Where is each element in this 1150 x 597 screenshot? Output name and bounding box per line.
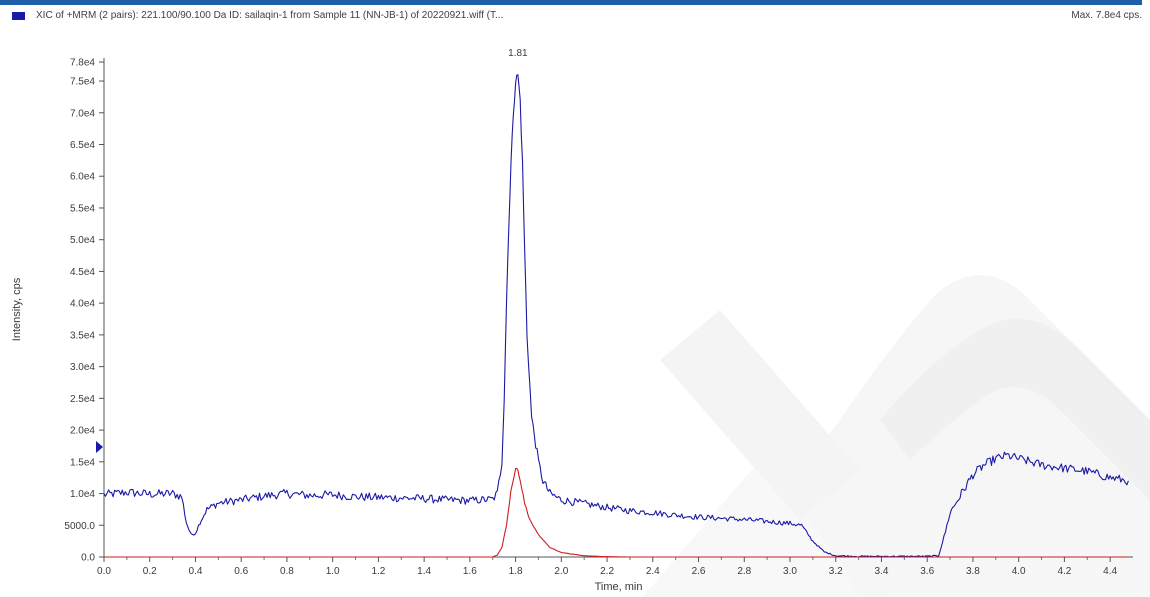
- max-intensity-label: Max. 7.8e4 cps.: [1071, 10, 1142, 21]
- peak-label: 1.81: [508, 48, 528, 59]
- y-tick-label: 7.8e4: [70, 58, 95, 69]
- x-tick-label: 0.4: [189, 566, 203, 577]
- x-tick-label: 2.4: [646, 566, 660, 577]
- x-tick-label: 1.2: [371, 566, 385, 577]
- x-tick-label: 4.4: [1103, 566, 1117, 577]
- y-tick-label: 1.0e4: [70, 489, 95, 500]
- plot-axes: 0.0 5000.0 1.0e4 1.5e4 2.0e4 2.5e4 3.0e4 3.5e4 4…: [64, 58, 1133, 577]
- x-tick-label: 0.2: [143, 566, 157, 577]
- series-layer: [103, 74, 1129, 558]
- x-tick-label: 3.0: [783, 566, 797, 577]
- y-tick-label: 1.5e4: [70, 457, 95, 468]
- y-tick-label: 4.5e4: [70, 267, 95, 278]
- y-tick-label: 7.0e4: [70, 108, 95, 119]
- y-tick-label: 4.0e4: [70, 299, 95, 310]
- x-tick-label: 1.4: [417, 566, 431, 577]
- x-tick-label: 2.6: [692, 566, 706, 577]
- y-tick-label: 0.0: [81, 553, 95, 564]
- y-axis-marker: [96, 441, 103, 453]
- x-tick-label: 1.6: [463, 566, 477, 577]
- watermark-logo: [642, 275, 1150, 597]
- y-axis-title: Intensity, cps: [11, 277, 23, 341]
- annotation-layer: 1.81: [508, 48, 528, 59]
- series-line-2: [104, 467, 1129, 558]
- legend-swatch: [12, 12, 25, 20]
- series-line-1: [103, 74, 1129, 558]
- y-tick-label: 2.0e4: [70, 426, 95, 437]
- y-tick-label: 6.5e4: [70, 140, 95, 151]
- chart-header: XIC of +MRM (2 pairs): 221.100/90.100 Da…: [8, 9, 1142, 25]
- x-tick-label: 3.6: [920, 566, 934, 577]
- y-tick-label: 7.5e4: [70, 77, 95, 88]
- x-tick-label: 0.8: [280, 566, 294, 577]
- header-accent-bar: [0, 0, 1142, 5]
- x-tick-label: 0.6: [234, 566, 248, 577]
- x-tick-label: 3.8: [966, 566, 980, 577]
- x-tick-label: 2.8: [737, 566, 751, 577]
- y-tick-label: 5000.0: [64, 521, 95, 532]
- x-tick-label: 4.2: [1057, 566, 1071, 577]
- x-tick-label: 1.0: [326, 566, 340, 577]
- x-axis-title: Time, min: [595, 581, 643, 593]
- y-tick-label: 2.5e4: [70, 394, 95, 405]
- y-tick-label: 6.0e4: [70, 172, 95, 183]
- x-tick-label: 0.0: [97, 566, 111, 577]
- x-tick-label: 2.2: [600, 566, 614, 577]
- y-tick-label: 5.0e4: [70, 235, 95, 246]
- chart-title: XIC of +MRM (2 pairs): 221.100/90.100 Da…: [36, 10, 504, 21]
- x-tick-label: 3.4: [875, 566, 889, 577]
- x-tick-label: 2.0: [554, 566, 568, 577]
- y-tick-label: 3.0e4: [70, 362, 95, 373]
- y-tick-label: 3.5e4: [70, 330, 95, 341]
- x-tick-label: 4.0: [1012, 566, 1026, 577]
- y-tick-label: 5.5e4: [70, 203, 95, 214]
- x-tick-label: 1.8: [509, 566, 523, 577]
- x-tick-label: 3.2: [829, 566, 843, 577]
